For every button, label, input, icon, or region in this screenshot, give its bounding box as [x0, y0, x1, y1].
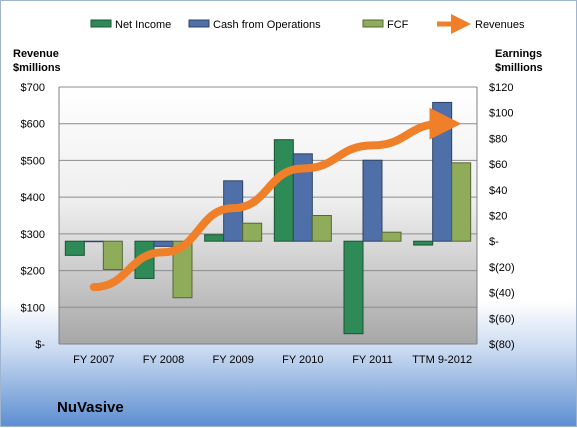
bar-fcf: [242, 222, 263, 242]
legend-label: Cash from Operations: [213, 19, 321, 31]
legend-swatch: [362, 19, 384, 28]
bar-net-income: [204, 234, 225, 242]
legend-swatch: [90, 19, 112, 28]
bar-fcf: [311, 215, 332, 242]
left-axis-title-line2: $millions: [13, 62, 61, 74]
right-tick-label: $40: [489, 185, 507, 197]
right-axis-title-line2: $millions: [495, 62, 543, 74]
right-tick-label: $(20): [489, 262, 515, 274]
line-revenues: [89, 107, 462, 292]
x-tick-label: TTM 9-2012: [412, 354, 472, 366]
left-axis-title-line1: Revenue: [13, 48, 59, 60]
left-tick-label: $200: [21, 266, 45, 278]
left-tick-label: $600: [21, 119, 45, 131]
left-tick-label: $400: [21, 192, 45, 204]
bar-cash-from-operations: [153, 240, 174, 247]
bar-fcf: [381, 231, 402, 242]
bar-net-income: [273, 139, 294, 242]
legend-label: FCF: [387, 19, 409, 31]
right-tick-label: $(60): [489, 313, 515, 325]
bar-fcf: [172, 240, 193, 299]
legend-label: Net Income: [115, 19, 171, 31]
left-tick-label: $500: [21, 155, 45, 167]
right-tick-label: $120: [489, 82, 513, 94]
right-tick-label: $20: [489, 211, 507, 223]
bar-fcf: [451, 162, 472, 242]
legend-swatch: [188, 19, 210, 28]
right-tick-label: $100: [489, 108, 513, 120]
left-tick-label: $-: [35, 339, 45, 351]
bar-cash-from-operations: [292, 153, 313, 242]
left-tick-label: $100: [21, 302, 45, 314]
bar-fcf: [102, 240, 123, 270]
left-tick-label: $300: [21, 229, 45, 241]
bar-cash-from-operations: [83, 240, 104, 243]
x-tick-label: FY 2008: [143, 354, 184, 366]
right-tick-label: $(80): [489, 339, 515, 351]
right-tick-label: $80: [489, 133, 507, 145]
bar-net-income: [64, 240, 85, 256]
right-tick-label: $(40): [489, 288, 515, 300]
company-name: NuVasive: [57, 399, 124, 416]
right-tick-label: $-: [489, 236, 499, 248]
right-tick-label: $60: [489, 159, 507, 171]
right-axis-title-line1: Earnings: [495, 48, 542, 60]
bar-cash-from-operations: [362, 159, 383, 242]
bar-net-income: [343, 240, 364, 335]
x-tick-label: FY 2007: [73, 354, 114, 366]
x-tick-label: FY 2009: [212, 354, 253, 366]
x-tick-label: FY 2010: [282, 354, 323, 366]
plot-area: [59, 87, 477, 344]
legend-label: Revenues: [475, 19, 525, 31]
bar-net-income: [413, 240, 434, 246]
x-tick-label: FY 2011: [352, 354, 393, 366]
left-tick-label: $700: [21, 82, 45, 94]
